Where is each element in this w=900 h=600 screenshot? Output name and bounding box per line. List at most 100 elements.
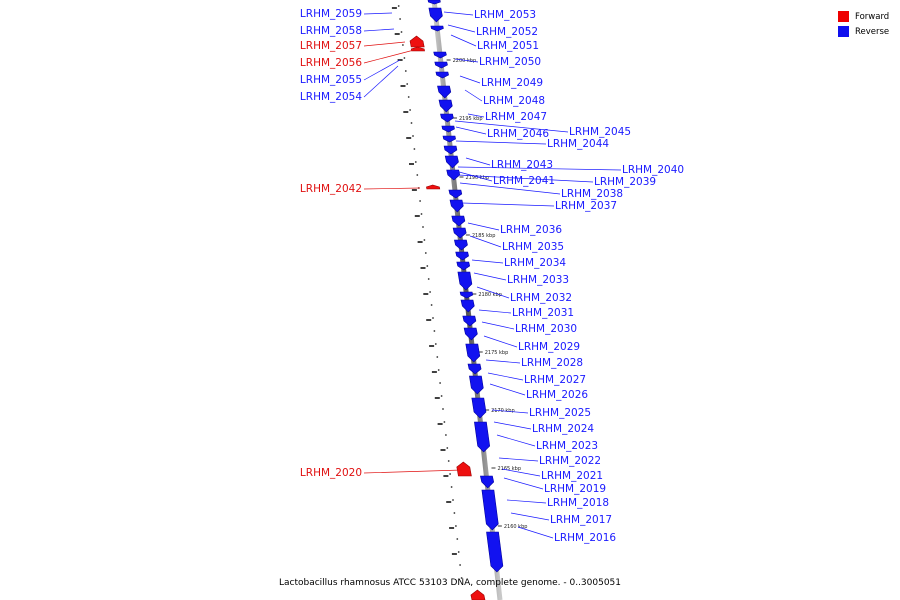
reverse-gene: [460, 299, 475, 313]
reverse-gene: [459, 291, 474, 299]
gene-label: LRHM_2038: [561, 188, 623, 200]
gene-label: LRHM_2034: [504, 257, 566, 269]
gene-label: LRHM_2042: [300, 183, 362, 195]
reverse-gene: [449, 199, 464, 213]
gene-label: LRHM_2043: [491, 159, 553, 171]
reverse-gene: [463, 327, 478, 341]
gene-label: LRHM_2039: [594, 176, 656, 188]
tick-dot: [424, 252, 427, 254]
tick-dot: [427, 278, 430, 280]
forward-gene: [456, 461, 472, 477]
tick-dot: [447, 460, 450, 462]
tick-label: 2190 kbp: [465, 175, 489, 181]
leader-line: [487, 372, 524, 381]
gene-label: LRHM_2021: [541, 470, 603, 482]
reverse-gene: [454, 239, 468, 251]
gene-label: LRHM_2050: [479, 56, 541, 68]
tick-dot: [434, 343, 437, 345]
tick-dot: [426, 265, 429, 267]
reverse-gene: [457, 271, 473, 291]
gene-label: LRHM_2040: [622, 164, 684, 176]
gene-label: LRHM_2052: [476, 26, 538, 38]
tick-dot: [439, 382, 441, 384]
leader-line: [459, 75, 481, 84]
reverse-gene: [444, 155, 459, 169]
legend-forward: Forward: [838, 9, 889, 24]
gene-label: LRHM_2059: [300, 8, 362, 20]
label-leaders: [363, 11, 622, 539]
tick-dot: [413, 148, 416, 150]
gene-label: LRHM_2028: [521, 357, 583, 369]
tick-dot: [409, 109, 411, 111]
reverse-gene: [440, 113, 454, 123]
gene-label: LRHM_2020: [300, 467, 362, 479]
tick-dot: [397, 5, 400, 7]
gene-label: LRHM_2026: [526, 389, 588, 401]
reverse-gene: [433, 51, 447, 59]
reverse-gene: [427, 0, 441, 5]
leader-line: [476, 286, 510, 299]
leader-line: [464, 89, 483, 102]
gene-label: LRHM_2046: [487, 128, 549, 140]
gene-label: LRHM_2029: [518, 341, 580, 353]
leader-line: [471, 259, 504, 264]
reverse-gene: [486, 531, 504, 573]
tick-dot: [453, 512, 456, 514]
leader-line: [461, 202, 555, 207]
gene-label: LRHM_2018: [547, 497, 609, 509]
leader-line: [454, 58, 479, 63]
leader-line: [465, 157, 491, 166]
tick-dot: [449, 473, 451, 475]
legend-reverse-label: Reverse: [855, 26, 890, 37]
reverse-gene: [435, 71, 449, 79]
tick-dot: [440, 395, 443, 397]
leader-line: [469, 235, 502, 248]
gene-label: LRHM_2019: [544, 483, 606, 495]
leader-line: [455, 140, 547, 145]
leader-line: [485, 359, 521, 364]
tick-dot: [419, 200, 421, 202]
reverse-gene: [456, 261, 471, 271]
reverse-gene: [438, 99, 453, 113]
reverse-gene: [428, 7, 443, 23]
gene-label: LRHM_2016: [554, 532, 616, 544]
legend-reverse: Reverse: [838, 24, 889, 39]
leader-line: [363, 28, 395, 32]
tick-dot: [437, 369, 440, 371]
leader-line: [503, 477, 544, 490]
tick-label: 2195 kbp: [459, 116, 483, 122]
reverse-gene: [469, 375, 484, 395]
tick-label: 2180 kbp: [478, 292, 502, 298]
gene-label: LRHM_2048: [483, 95, 545, 107]
leader-line: [363, 49, 415, 64]
tick-dot: [446, 447, 449, 449]
inner-tick-dots: [391, 5, 463, 579]
tick-dot: [399, 18, 401, 20]
tick-dot: [407, 96, 410, 98]
tick-dot: [400, 31, 403, 33]
leader-line: [478, 309, 512, 314]
gene-label: LRHM_2023: [536, 440, 598, 452]
leader-line: [363, 41, 406, 47]
leader-line: [455, 126, 487, 135]
leader-line: [363, 59, 401, 81]
reverse-gene: [442, 135, 456, 143]
tick-dot: [459, 564, 461, 566]
tick-dot: [455, 525, 457, 527]
tick-dot: [450, 486, 453, 488]
leader-line: [363, 12, 393, 15]
tick-dot: [443, 421, 446, 423]
tick-dot: [422, 226, 424, 228]
reverse-gene: [448, 189, 463, 199]
genes-layer: [409, 0, 504, 600]
reverse-gene: [437, 85, 452, 99]
gene-label: LRHM_2047: [485, 111, 547, 123]
leader-line: [506, 499, 547, 504]
tick-dot: [456, 538, 459, 540]
gene-label: LRHM_2049: [481, 77, 543, 89]
tick-dot: [414, 161, 417, 163]
tick-dot: [420, 213, 423, 215]
gene-label: LRHM_2022: [539, 455, 601, 467]
leader-line: [467, 222, 500, 231]
